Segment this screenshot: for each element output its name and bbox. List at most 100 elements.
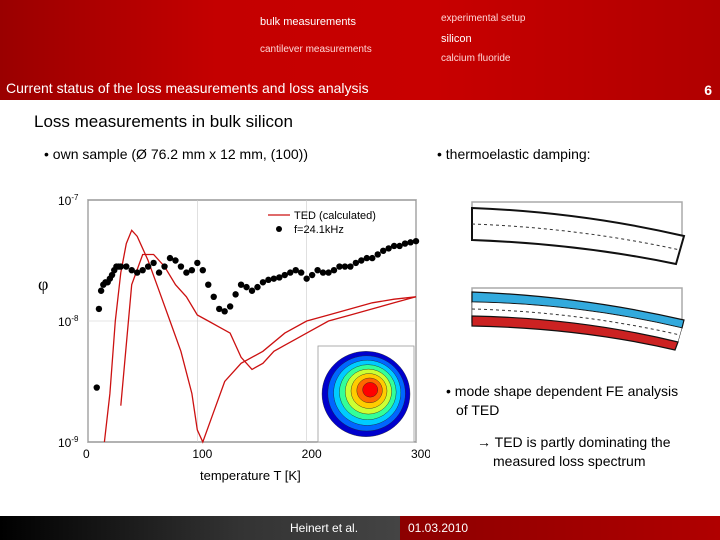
legend: TED (calculated) f=24.1kHz xyxy=(268,210,376,236)
data-point xyxy=(281,271,288,279)
loss-chart: 0 100 200 300 10-7 10-8 10-9 TED (calculated) … xyxy=(38,193,430,483)
data-point xyxy=(194,259,201,267)
data-point xyxy=(254,283,261,291)
legend-label-ted: TED (calculated) xyxy=(294,210,376,222)
data-point xyxy=(248,287,256,294)
mode-shape-inset xyxy=(317,345,415,443)
data-point xyxy=(341,263,349,270)
data-point xyxy=(150,259,157,267)
header-banner xyxy=(0,0,720,100)
data-point xyxy=(232,291,239,298)
ted-series-line xyxy=(120,253,417,406)
x-tick-label: 300 xyxy=(411,447,430,461)
y-axis-label: φ xyxy=(38,274,48,294)
data-point xyxy=(385,245,392,252)
data-point xyxy=(123,263,130,270)
bullet-fe-line1: • mode shape dependent FE analysis xyxy=(446,383,679,399)
data-point xyxy=(276,274,283,281)
x-tick-label: 100 xyxy=(192,447,212,461)
nav-calcium-fluoride[interactable]: calcium fluoride xyxy=(441,53,511,64)
data-point xyxy=(243,283,250,291)
data-point xyxy=(396,242,403,250)
y-tick-exponent: -9 xyxy=(71,435,79,444)
footer-right xyxy=(400,516,720,540)
data-point xyxy=(292,266,299,274)
data-point xyxy=(144,263,152,270)
data-point xyxy=(226,303,234,310)
y-tick-label: 10-8 xyxy=(58,314,79,329)
data-point xyxy=(183,269,190,276)
axis-ticks: 0 100 200 300 10-7 10-8 10-9 xyxy=(58,193,430,461)
nav-cantilever-measurements[interactable]: cantilever measurements xyxy=(260,44,372,55)
footer-left xyxy=(0,516,400,540)
data-point xyxy=(308,271,316,279)
nav-bulk-measurements[interactable]: bulk measurements xyxy=(260,16,356,28)
bullet-arrow-line1: → TED is partly dominating the xyxy=(477,434,671,450)
data-point xyxy=(374,251,381,258)
data-point xyxy=(270,275,278,282)
data-point xyxy=(237,281,245,288)
data-point xyxy=(177,263,185,270)
x-tick-label: 0 xyxy=(83,447,90,461)
bullet-ted: • thermoelastic damping: xyxy=(437,146,591,162)
data-point xyxy=(97,287,105,294)
y-tick-exponent: -8 xyxy=(71,314,79,323)
data-point xyxy=(108,271,116,279)
beam-neutral-top xyxy=(471,223,681,251)
data-point xyxy=(303,275,310,282)
beam-bent-bottom-red xyxy=(471,315,679,351)
beam-neutral-bottom xyxy=(471,308,681,336)
legend-label-data: f=24.1kHz xyxy=(294,224,344,236)
data-point xyxy=(319,269,327,276)
data-point xyxy=(128,266,135,274)
data-point xyxy=(325,269,332,276)
data-point xyxy=(390,242,398,250)
section-title: Loss measurements in bulk silicon xyxy=(34,112,293,131)
data-point xyxy=(380,247,387,255)
bullet-sample: • own sample (Ø 76.2 mm x 12 mm, (100)) xyxy=(44,146,308,162)
nav-experimental-setup[interactable]: experimental setup xyxy=(441,13,526,24)
data-point xyxy=(336,263,343,270)
data-point xyxy=(205,281,212,288)
data-point xyxy=(161,263,168,270)
data-point xyxy=(93,384,100,391)
data-point xyxy=(134,269,141,276)
data-point xyxy=(259,279,267,286)
data-point xyxy=(287,269,294,276)
beam-bent-top xyxy=(471,206,686,266)
ted-series-line xyxy=(103,229,417,444)
y-tick-exponent: -7 xyxy=(71,193,79,202)
data-point xyxy=(298,269,305,276)
legend-marker-data xyxy=(276,226,282,232)
data-point xyxy=(352,259,360,267)
footer-author: Heinert et al. xyxy=(290,521,359,535)
data-point xyxy=(347,263,354,270)
data-point xyxy=(358,257,365,264)
slide-title: Current status of the loss measurements … xyxy=(6,80,369,96)
data-point xyxy=(139,266,146,274)
page-number: 6 xyxy=(704,82,712,98)
data-point xyxy=(265,276,272,284)
x-tick-label: 200 xyxy=(302,447,322,461)
data-point xyxy=(221,308,228,315)
data-point xyxy=(330,266,338,274)
data-point xyxy=(412,237,420,245)
data-point xyxy=(363,254,370,262)
nav-silicon[interactable]: silicon xyxy=(441,33,472,45)
data-point xyxy=(117,263,125,270)
bullet-arrow-line2: measured loss spectrum xyxy=(493,453,646,469)
y-tick-label: 10-9 xyxy=(58,435,79,450)
data-point xyxy=(314,266,321,274)
x-axis-label: temperature T [K] xyxy=(200,468,301,483)
data-point xyxy=(166,254,174,262)
data-point xyxy=(407,239,414,246)
contour-ring xyxy=(362,382,379,398)
data-point xyxy=(210,293,217,300)
ted-lines xyxy=(103,229,417,444)
footer-date: 01.03.2010 xyxy=(408,521,469,535)
beam-illustrations xyxy=(471,201,686,351)
data-point xyxy=(172,257,179,264)
data-points xyxy=(93,237,420,391)
data-point xyxy=(369,254,376,262)
data-point xyxy=(188,266,196,274)
